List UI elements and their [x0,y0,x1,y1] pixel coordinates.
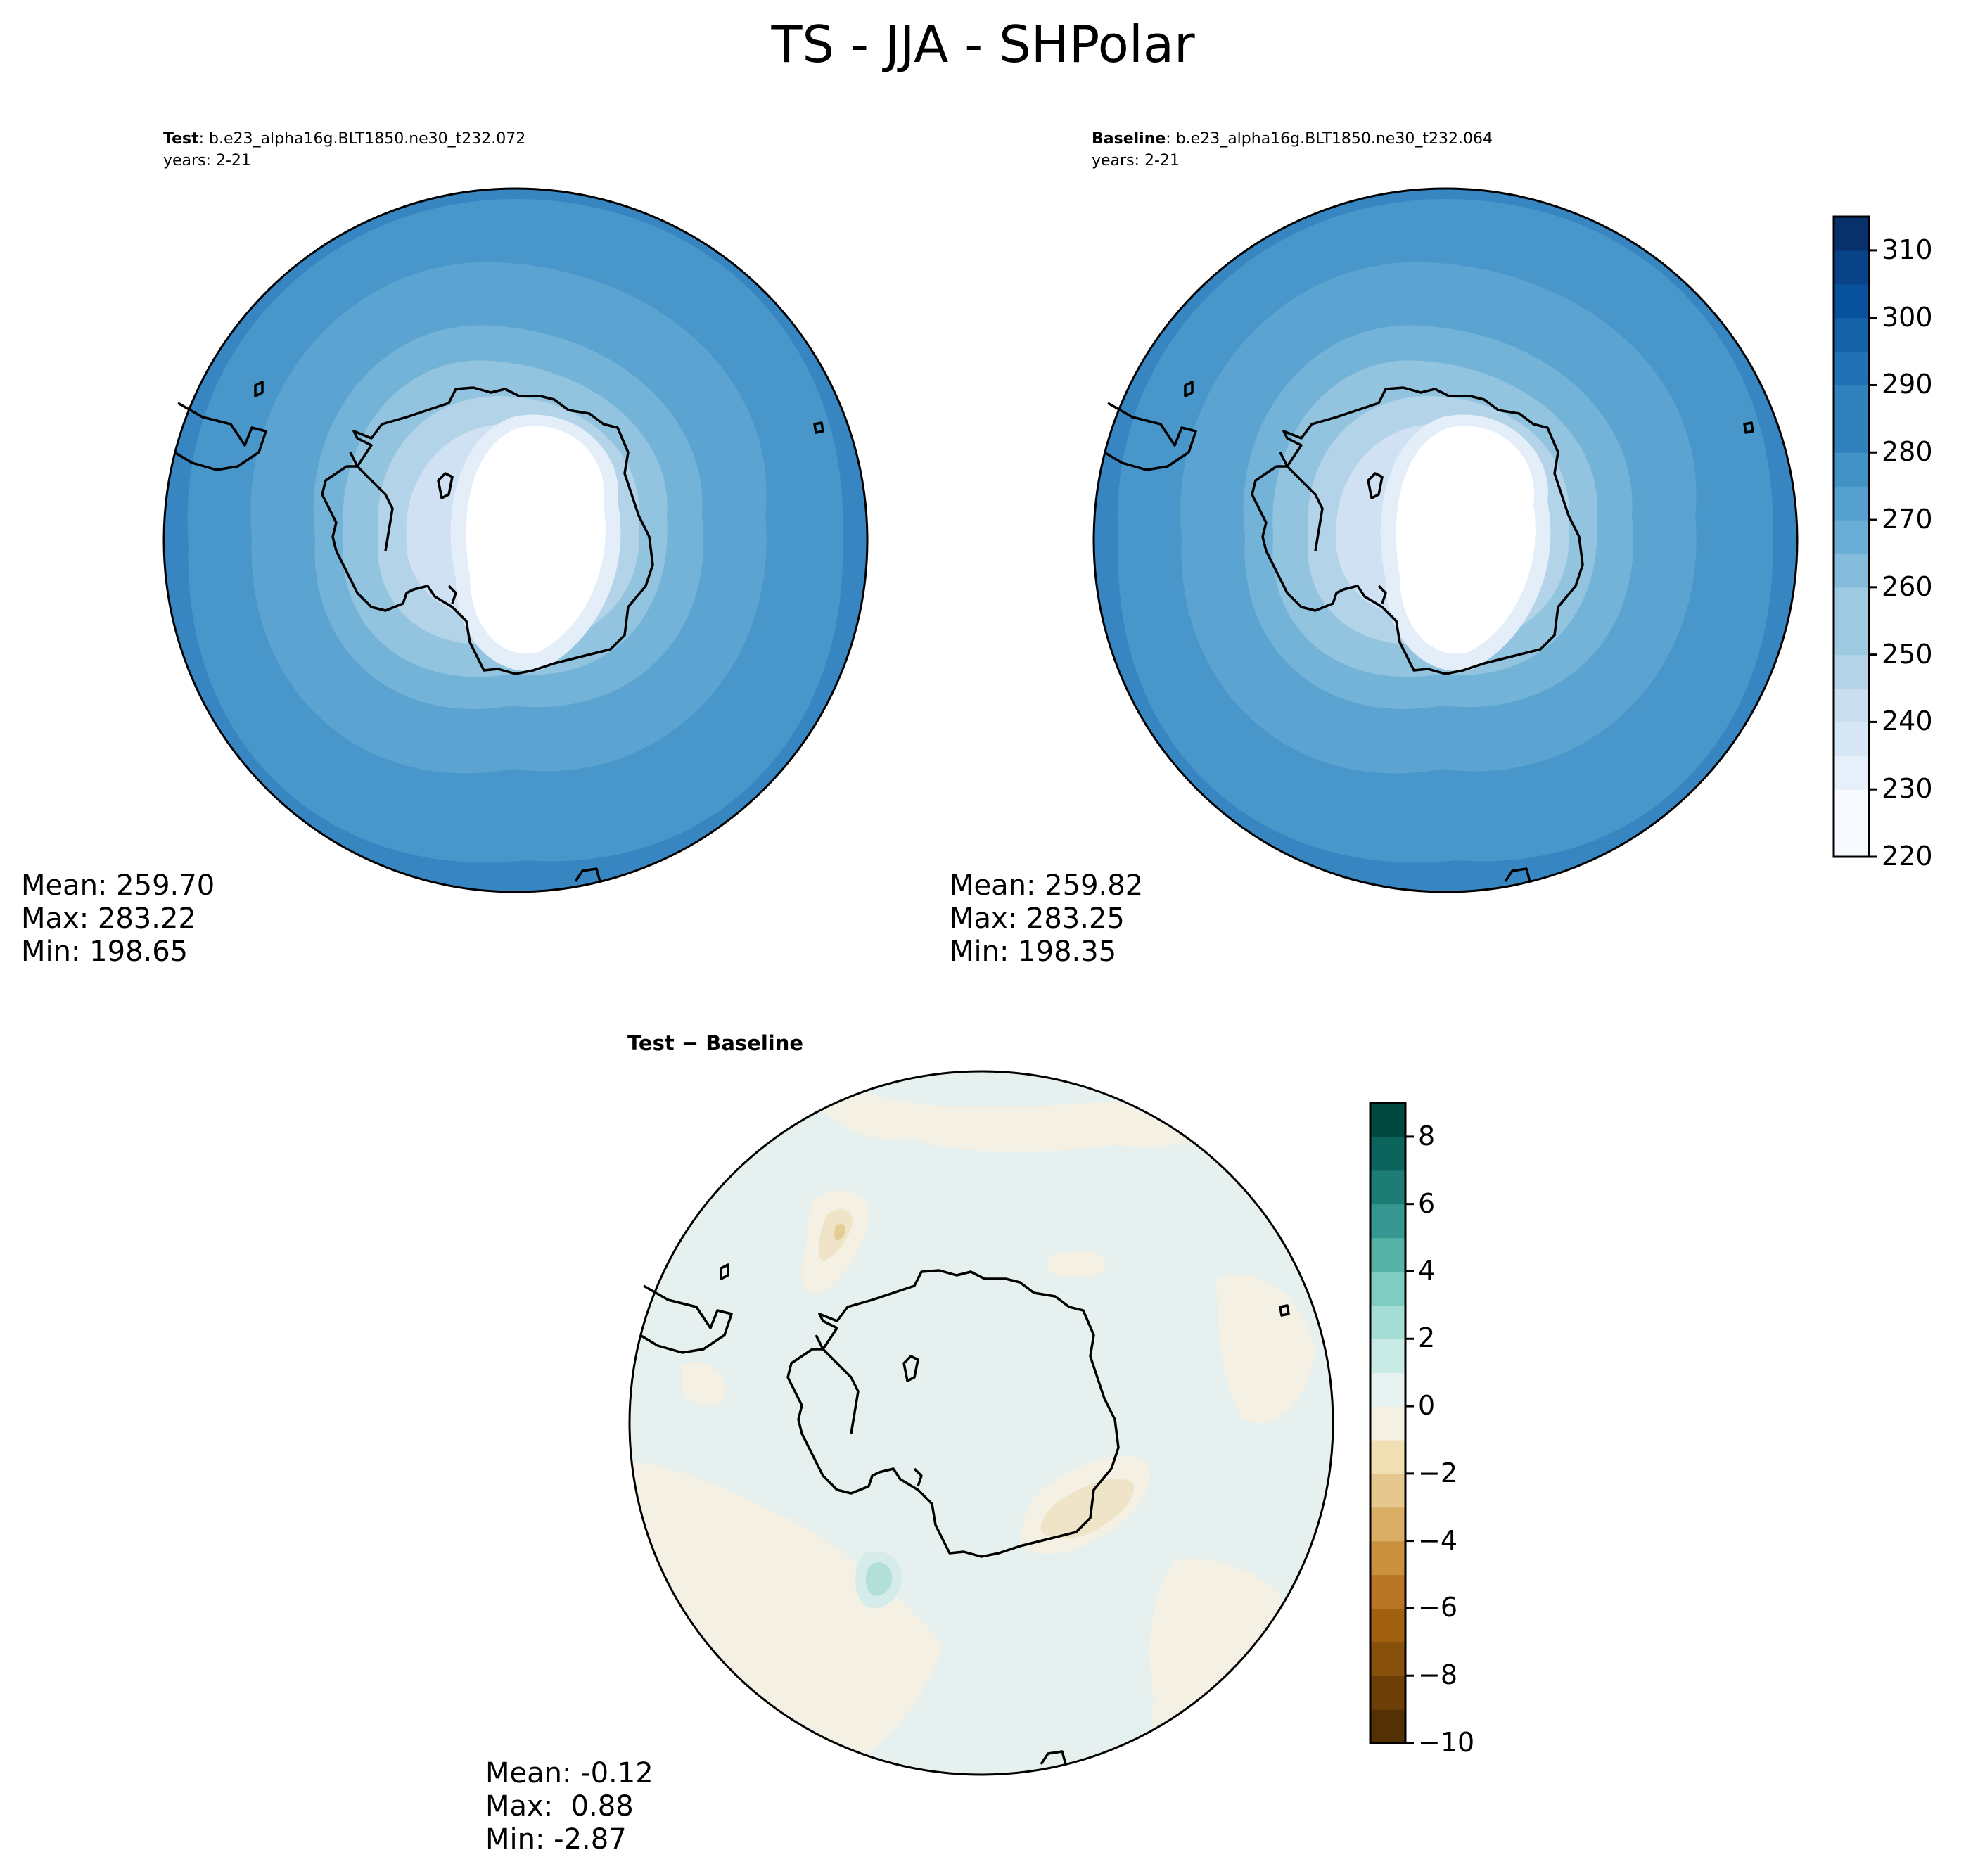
colorbar-segment [1370,1709,1405,1744]
colorbar-segment [1370,1103,1405,1137]
cb-main-tick: 300 [1882,301,1933,333]
baseline-max: Max: 283.25 [950,902,1125,935]
cb-main-tick: 270 [1882,504,1933,535]
colorbar-segment [1834,654,1869,689]
test-stats: Mean: 259.70 Max: 283.22 Min: 198.65 [21,869,215,969]
baseline-stats: Mean: 259.82 Max: 283.25 Min: 198.35 [950,869,1143,969]
cb-diff-tick: 4 [1418,1255,1436,1287]
colorbar-segment [1834,755,1869,790]
cb-main-tick: 280 [1882,436,1933,468]
baseline-label: Baseline [1092,130,1166,148]
colorbar-segment [1834,688,1869,723]
diff-max: Max: 0.88 [485,1790,634,1823]
cb-diff-tick: 8 [1418,1120,1436,1151]
diff-mean: Mean: -0.12 [485,1757,653,1789]
colorbar-segment [1834,620,1869,656]
diff-stats: Mean: -0.12 Max: 0.88 Min: -2.87 [485,1757,653,1856]
cb-main-tick: 220 [1882,841,1933,872]
difference-map [628,1070,1334,1776]
test-label: Test [163,130,199,148]
cb-main-tick: 310 [1882,234,1933,265]
colorbar-segment [1370,1237,1405,1272]
cb-diff-tick: −2 [1418,1457,1458,1488]
test-case-name: : b.e23_alpha16g.BLT1850.ne30_t232.072 [198,130,526,148]
colorbar-segment [1834,823,1869,857]
colorbar-segment [1834,520,1869,554]
baseline-panel-header: Baseline: b.e23_alpha16g.BLT1850.ne30_t2… [1092,129,1493,149]
diff-title: Test − Baseline [627,1031,804,1055]
colorbar-segment [1370,1473,1405,1508]
cb-main-tick: 290 [1882,369,1933,400]
baseline-min: Min: 198.35 [950,936,1117,968]
colorbar-segment [1834,351,1869,386]
difference-colorbar [1369,1102,1414,1744]
colorbar-segment [1370,1540,1405,1576]
colorbar-segment [1370,1271,1405,1306]
colorbar-segment [1834,587,1869,622]
cb-diff-tick: 6 [1418,1187,1436,1219]
test-mean: Mean: 259.70 [21,869,215,902]
cb-main-tick: 240 [1882,706,1933,737]
colorbar-segment [1370,1136,1405,1171]
colorbar-segment [1370,1372,1405,1407]
baseline-mean: Mean: 259.82 [950,869,1144,902]
cb-diff-tick: −8 [1418,1659,1458,1691]
diff-min: Min: -2.87 [485,1823,627,1856]
test-max: Max: 283.22 [21,902,196,935]
baseline-years: years: 2-21 [1092,152,1180,170]
colorbar-segment [1370,1170,1405,1205]
cb-main-tick: 250 [1882,638,1933,670]
colorbar-segment [1834,452,1869,487]
colorbar-segment [1834,283,1869,319]
cb-diff-tick: −4 [1418,1524,1458,1556]
colorbar-segment [1370,1406,1405,1441]
test-min: Min: 198.65 [21,936,189,968]
test-panel-header: Test: b.e23_alpha16g.BLT1850.ne30_t232.0… [163,129,525,149]
colorbar-segment [1834,217,1869,251]
cb-main-tick: 230 [1882,773,1933,805]
colorbar-segment [1370,1676,1405,1710]
colorbar-frame [1832,215,1870,858]
colorbar-segment [1370,1642,1405,1676]
colorbar-segment [1834,722,1869,756]
test-map [162,187,869,893]
colorbar-segment [1370,1204,1405,1239]
colorbar-segment [1370,1574,1405,1609]
colorbar-segment [1834,250,1869,285]
colorbar-segment [1834,789,1869,824]
cb-diff-tick: −10 [1418,1727,1475,1758]
cb-diff-tick: −6 [1418,1592,1458,1623]
colorbar-segment [1370,1507,1405,1542]
cb-main-tick: 260 [1882,570,1933,602]
colorbar-segment [1370,1608,1405,1642]
colorbar-segment [1834,317,1869,352]
colorbar-segment [1834,553,1869,588]
test-years: years: 2-21 [163,152,251,170]
figure-title: TS - JJA - SHPolar [771,15,1195,74]
colorbar-segment [1370,1305,1405,1339]
colorbar-frame [1369,1102,1407,1744]
colorbar-segment [1834,486,1869,521]
baseline-map [1092,187,1799,893]
colorbar-segment [1834,385,1869,419]
cb-diff-tick: 0 [1418,1390,1436,1422]
colorbar-segment [1370,1339,1405,1373]
colorbar-segment [1370,1439,1405,1474]
cb-diff-tick: 2 [1418,1322,1436,1354]
temperature-colorbar [1832,215,1877,858]
baseline-case-name: : b.e23_alpha16g.BLT1850.ne30_t232.064 [1166,130,1493,148]
colorbar-segment [1834,419,1869,453]
